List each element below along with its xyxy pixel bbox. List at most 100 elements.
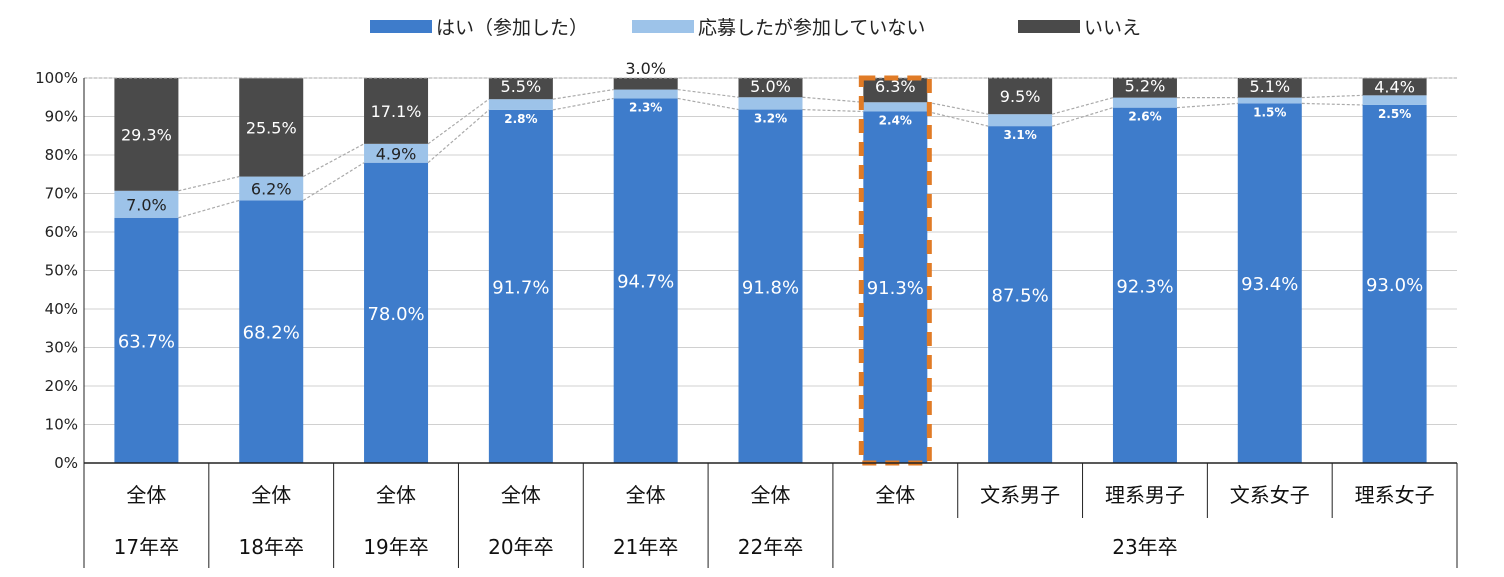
data-label-participated: 91.8% — [742, 277, 799, 298]
bar-segment — [613, 89, 678, 99]
series-connector-line — [802, 96, 864, 103]
bar-segment — [114, 78, 179, 191]
y-tick-label: 100% — [35, 69, 78, 87]
legend-swatch-applied-not-participated — [632, 19, 694, 33]
bar-segment — [738, 109, 803, 463]
bar-segment — [1362, 78, 1427, 96]
data-label-no: 25.5% — [246, 118, 297, 137]
data-label-no: 5.0% — [750, 77, 791, 96]
legend-label-applied-not-participated: 応募したが参加していない — [698, 16, 926, 39]
y-tick-label: 50% — [45, 262, 78, 280]
legend-swatch-participated — [370, 19, 432, 33]
y-tick-label: 60% — [45, 223, 78, 241]
bar-segment — [863, 111, 928, 464]
x-category-label: 文系女子 — [1230, 483, 1310, 507]
x-category-label: 全体 — [501, 483, 541, 507]
series-connector-line — [552, 97, 614, 111]
series-connector-line — [927, 110, 989, 127]
data-label-applied-not-participated: 7.0% — [126, 195, 167, 214]
x-category-label: 全体 — [751, 483, 791, 507]
series-connector-line — [178, 175, 240, 192]
x-group-label: 22年卒 — [738, 535, 803, 559]
series-connector-line — [178, 199, 240, 219]
bar-segment — [1112, 77, 1177, 98]
data-label-participated: 68.2% — [243, 323, 300, 344]
chart-legend: はい（参加した） 応募したが参加していない いいえ — [0, 10, 1504, 42]
bar-segment — [114, 217, 179, 463]
x-category-label: 全体 — [126, 483, 166, 507]
bar-segment — [988, 114, 1053, 127]
legend-label-participated: はい（参加した） — [436, 16, 589, 39]
legend-swatch-no — [1018, 19, 1080, 33]
data-label-applied-not-participated: 2.5% — [1378, 107, 1411, 121]
x-category-label: 理系男子 — [1105, 483, 1185, 507]
series-connector-line — [802, 108, 864, 113]
series-connector-line — [927, 101, 989, 115]
data-label-participated: 93.4% — [1241, 274, 1298, 295]
data-label-no: 5.5% — [501, 77, 542, 96]
x-group-label: 18年卒 — [239, 535, 304, 559]
y-tick-label: 90% — [45, 108, 78, 126]
y-tick-label: 20% — [45, 377, 78, 395]
series-connector-line — [427, 98, 490, 145]
data-label-participated: 63.7% — [118, 331, 175, 352]
bar-segment — [364, 78, 429, 144]
data-label-participated: 93.0% — [1366, 275, 1423, 296]
series-connector-line — [1051, 97, 1114, 115]
legend-item-applied-not-participated: 応募したが参加していない — [632, 10, 925, 42]
data-label-applied-not-participated: 2.3% — [629, 100, 662, 114]
x-category-label: 文系男子 — [980, 483, 1060, 507]
series-connector-line — [677, 97, 739, 111]
bar-segment — [988, 77, 1053, 115]
x-group-label: 19年卒 — [363, 535, 428, 559]
series-connector-line — [1176, 102, 1238, 109]
data-label-participated: 91.7% — [492, 277, 549, 298]
data-label-no: 5.1% — [1249, 77, 1290, 96]
data-label-applied-not-participated: 3.1% — [1003, 128, 1036, 142]
bar-segment — [1237, 103, 1302, 463]
y-tick-label: 0% — [54, 454, 78, 472]
x-category-label: 全体 — [251, 483, 291, 507]
bar-segment — [364, 162, 429, 463]
bar-segment — [1237, 78, 1302, 98]
bar-segment — [613, 98, 678, 463]
x-category-label: 全体 — [875, 483, 915, 507]
series-connector-line — [302, 143, 365, 178]
data-label-applied-not-participated: 1.5% — [1253, 105, 1286, 119]
data-label-participated: 94.7% — [617, 272, 674, 293]
data-label-applied-not-participated: 3.2% — [754, 112, 787, 126]
x-group-label: 23年卒 — [1112, 535, 1177, 559]
series-connector-line — [1051, 107, 1114, 127]
bar-segment — [1112, 97, 1177, 108]
bar-segment — [988, 126, 1053, 463]
bar-segment — [239, 78, 304, 177]
bar-segment — [1237, 97, 1302, 104]
data-label-applied-not-participated: 2.8% — [504, 112, 537, 126]
x-category-label: 理系女子 — [1355, 483, 1435, 507]
bar-segment — [738, 78, 803, 98]
data-label-no: 9.5% — [1000, 87, 1041, 106]
legend-item-participated: はい（参加した） — [370, 10, 588, 42]
data-label-no: 3.0% — [625, 59, 666, 78]
data-label-applied-not-participated: 2.6% — [1128, 110, 1161, 124]
data-label-applied-not-participated: 6.2% — [251, 179, 292, 198]
data-label-participated: 91.3% — [867, 278, 924, 299]
y-tick-label: 40% — [45, 300, 78, 318]
data-label-participated: 92.3% — [1116, 276, 1173, 297]
data-label-participated: 78.0% — [367, 304, 424, 325]
bar-segment — [239, 176, 304, 201]
data-label-no: 29.3% — [121, 125, 172, 144]
y-tick-label: 80% — [45, 146, 78, 164]
series-connector-line — [677, 88, 739, 98]
data-label-applied-not-participated: 4.9% — [376, 144, 417, 163]
legend-label-no: いいえ — [1084, 16, 1142, 39]
series-connector-line — [552, 88, 614, 100]
x-group-label: 21年卒 — [613, 535, 678, 559]
series-connector-line — [1301, 94, 1363, 99]
y-tick-label: 70% — [45, 185, 78, 203]
x-category-label: 全体 — [376, 483, 416, 507]
data-label-no: 4.4% — [1374, 77, 1415, 96]
series-connector-line — [302, 162, 365, 201]
bar-segment — [488, 109, 553, 463]
data-label-no: 5.2% — [1125, 77, 1166, 96]
